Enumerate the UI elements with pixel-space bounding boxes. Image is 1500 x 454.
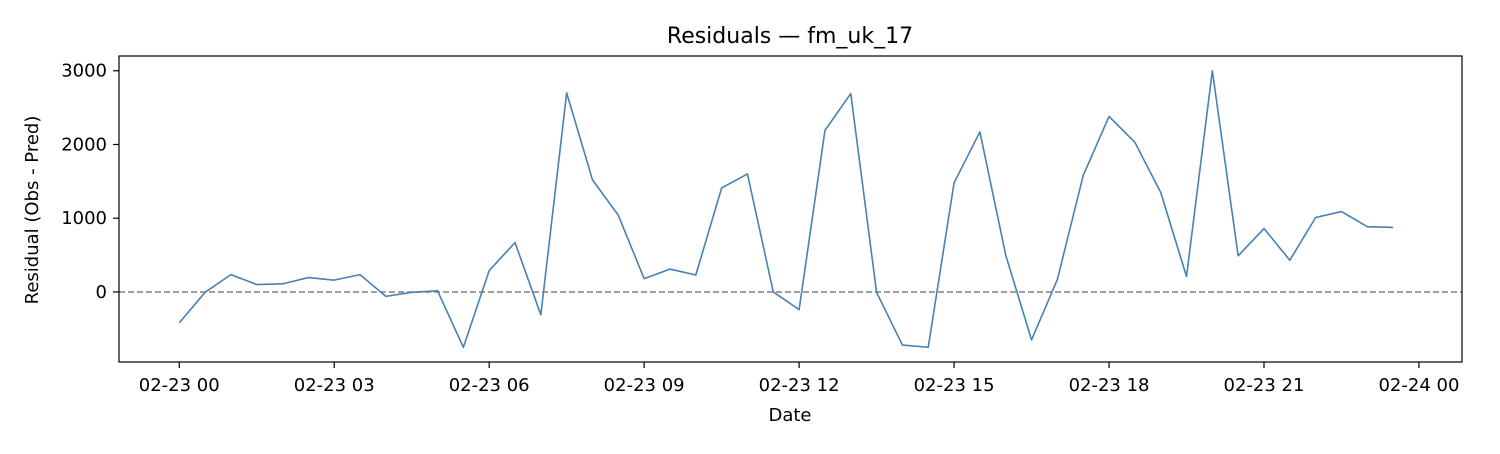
x-axis-label: Date bbox=[768, 405, 811, 426]
x-tick-label: 02-23 00 bbox=[139, 375, 220, 396]
chart-title: Residuals — fm_uk_17 bbox=[667, 24, 913, 49]
x-tick-label: 02-23 15 bbox=[914, 375, 995, 396]
x-tick-label: 02-23 09 bbox=[604, 375, 685, 396]
series-line-0 bbox=[178, 69, 1394, 349]
y-tick-label: 1000 bbox=[61, 208, 107, 229]
plot-frame bbox=[118, 55, 1463, 363]
x-tick-label: 02-23 03 bbox=[294, 375, 375, 396]
x-tick-label: 02-23 12 bbox=[759, 375, 840, 396]
plot-area: 02-23 00 02-23 03 02-23 06 02-23 09 02-23 12… bbox=[61, 55, 1463, 396]
y-tick-label: 3000 bbox=[61, 61, 107, 82]
x-tick-label: 02-23 06 bbox=[449, 375, 530, 396]
y-tick-label: 0 bbox=[96, 282, 107, 303]
y-axis-label: Residual (Obs - Pred) bbox=[22, 116, 43, 305]
x-tick-label: 02-23 18 bbox=[1069, 375, 1150, 396]
y-tick-label: 2000 bbox=[61, 134, 107, 155]
x-tick-label: 02-23 21 bbox=[1224, 375, 1305, 396]
x-tick-label: 02-24 00 bbox=[1378, 375, 1459, 396]
